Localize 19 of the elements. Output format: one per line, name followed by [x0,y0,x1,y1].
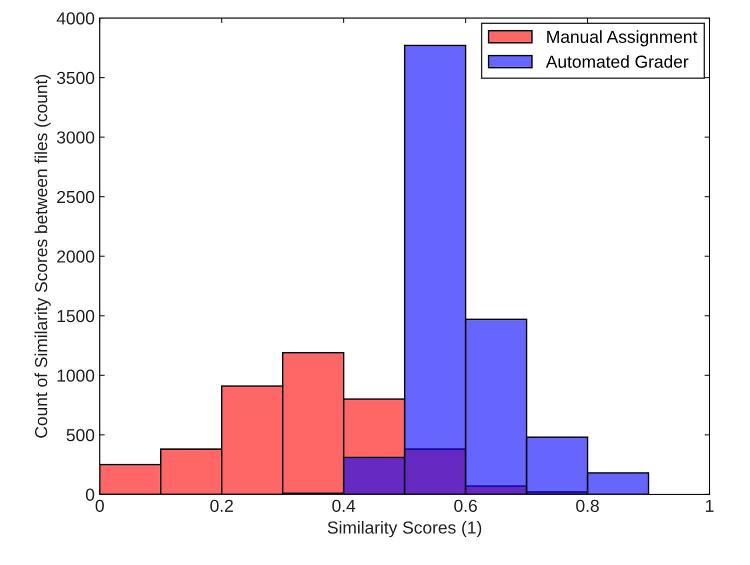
x-tick-label: 0.8 [576,500,599,512]
y-tick-label: 1000 [58,369,94,382]
y-tick-label: 0 [86,488,94,501]
legend-label: Manual Assignment [547,30,698,46]
y-tick-label: 500 [66,429,94,442]
x-axis-title: Similarity Scores (1) [328,520,482,538]
y-tick-label: 4000 [56,12,94,25]
y-tick-label: 3000 [56,131,94,144]
x-tick-label: 0.2 [210,500,233,512]
x-tick-label: 1 [706,500,714,512]
x-tick-label: 0 [96,500,104,512]
legend-label: Automated Grader [546,55,688,68]
y-axis-title: Count of Similarity Scores between files (count) [34,74,51,438]
x-tick-label: 0.6 [454,500,477,512]
y-tick-label: 3500 [56,72,94,84]
y-tick-label: 2500 [57,190,94,204]
y-tick-label: 1500 [58,310,94,322]
y-tick-label: 2000 [57,250,94,263]
x-tick-label: 0.4 [332,500,356,512]
